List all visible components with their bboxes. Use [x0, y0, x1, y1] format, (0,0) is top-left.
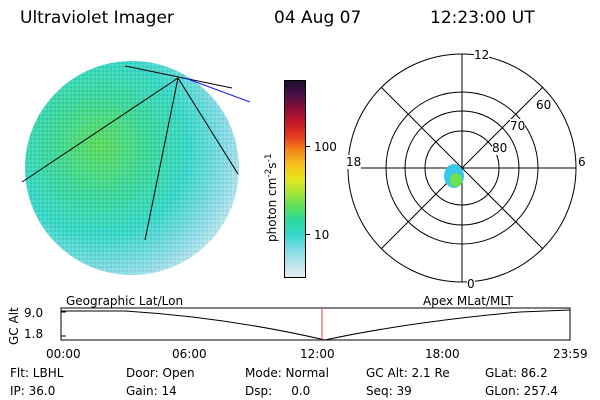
mlt-label-0: 0 [467, 277, 475, 291]
timeline-y-tick-bottom: 1.8 [24, 327, 44, 341]
timeline-x-tick-2359: 23:59 [553, 347, 588, 361]
mlt-label-6: 6 [578, 155, 586, 169]
mlt-label-12: 12 [474, 48, 490, 62]
timeline-frame [60, 307, 571, 341]
status-dsp: Dsp: 0.0 [245, 384, 311, 398]
uv-earth-image [21, 61, 251, 275]
lat-label-70: 70 [510, 119, 526, 133]
status-ip: IP: 36.0 [10, 384, 56, 398]
colorbar-tick-10: 10 [314, 228, 330, 242]
status-gain: Gain: 14 [126, 384, 177, 398]
time-label: 12:23:00 UT [430, 8, 535, 28]
orbit-line [184, 77, 251, 103]
timeline-x-tick-1800: 18:00 [425, 347, 460, 361]
aurora-spot-core [450, 173, 462, 187]
timeline-x-tick-0000: 00:00 [46, 347, 81, 361]
timeline-x-tick-1200: 12:00 [300, 347, 335, 361]
status-seq: Seq: 39 [366, 384, 412, 398]
mlt-label-18: 18 [346, 155, 362, 169]
colorbar-tick-100: 100 [314, 140, 337, 154]
date-label: 04 Aug 07 [274, 8, 362, 28]
status-glat: GLat: 86.2 [485, 366, 548, 380]
status-mode: Mode: Normal [245, 366, 329, 380]
altitude-curve [61, 309, 571, 341]
status-gc-alt: GC Alt: 2.1 Re [366, 366, 450, 380]
colorbar-unit-label: photon cm-2s-1 [264, 153, 279, 242]
earth-grid-lines [21, 65, 239, 241]
timeline-plot [60, 307, 571, 341]
polar-mlt-plot [347, 53, 577, 283]
status-door: Door: Open [126, 366, 195, 380]
status-filter: Flt: LBHL [10, 366, 64, 380]
lat-label-80: 80 [492, 141, 508, 155]
status-glon: GLon: 257.4 [485, 384, 558, 398]
timeline-x-tick-0600: 06:00 [172, 347, 207, 361]
colorbar [284, 80, 306, 278]
lat-label-60: 60 [536, 98, 552, 112]
instrument-title: Ultraviolet Imager [20, 8, 174, 28]
timeline-right-title: Apex MLat/MLT [423, 294, 513, 308]
timeline-y-tick-top: 9.0 [24, 306, 44, 320]
polar-diagonal-2 [380, 86, 544, 250]
timeline-left-title: Geographic Lat/Lon [66, 294, 184, 308]
